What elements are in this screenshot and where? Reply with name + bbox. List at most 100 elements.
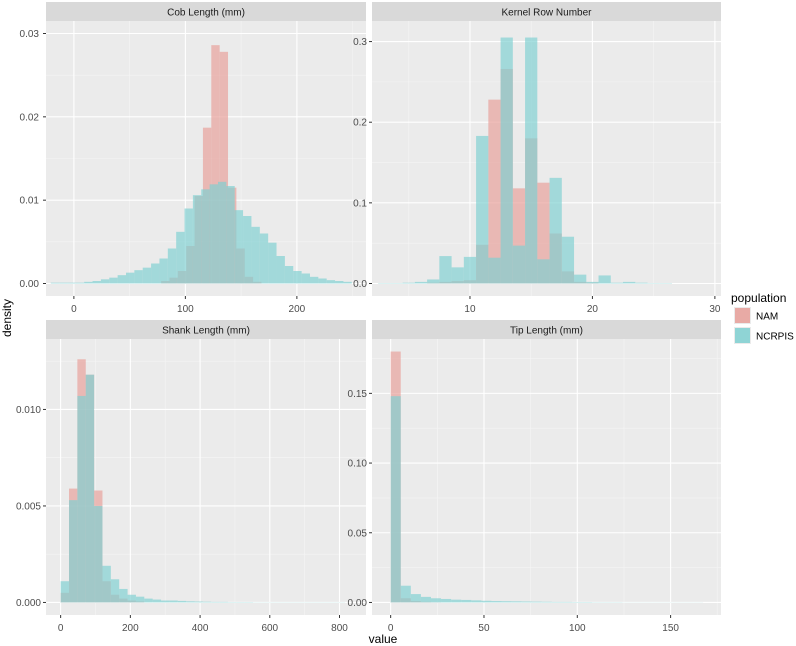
histogram-bar-ncrpis bbox=[134, 270, 143, 284]
histogram-bar-ncrpis bbox=[201, 189, 210, 284]
histogram-bar-ncrpis bbox=[126, 272, 135, 284]
xtick-label: 400 bbox=[192, 623, 209, 634]
strip-title-shank-length: Shank Length (mm) bbox=[162, 326, 250, 337]
histogram-bar-ncrpis bbox=[194, 601, 203, 603]
histogram-bar-ncrpis bbox=[400, 585, 411, 603]
histogram-bar-nam bbox=[219, 51, 229, 284]
histogram-bar-ncrpis bbox=[209, 184, 218, 284]
histogram-bar-ncrpis bbox=[50, 282, 60, 284]
ytick-label: 0.010 bbox=[16, 405, 41, 416]
histogram-bar-ncrpis bbox=[59, 282, 68, 284]
histogram-bar-ncrpis bbox=[159, 258, 168, 284]
histogram-bar-ncrpis bbox=[420, 596, 431, 603]
legend-label-nam: NAM bbox=[756, 312, 778, 323]
histogram-bar-ncrpis bbox=[414, 281, 428, 284]
xtick-label: 0 bbox=[71, 304, 77, 315]
histogram-bar-ncrpis bbox=[427, 279, 440, 284]
xtick-label: 0 bbox=[388, 623, 394, 634]
histogram-bar-ncrpis bbox=[177, 600, 187, 603]
xaxis-tip-length: 0 50 100 150 bbox=[388, 615, 679, 634]
histogram-bar-ncrpis bbox=[451, 267, 464, 284]
histogram-bar-ncrpis bbox=[268, 242, 277, 284]
histogram-bar-ncrpis bbox=[598, 275, 611, 284]
histogram-bar-ncrpis bbox=[390, 396, 401, 603]
ytick-label: 0.05 bbox=[348, 528, 368, 539]
panel-tip-length: Tip Length (mm) 0 50 100 150 0.00 0.05 0… bbox=[348, 320, 721, 634]
histogram-bar-ncrpis bbox=[60, 581, 70, 603]
panel-shank-length: Shank Length (mm) 0 200 400 600 800 0.00… bbox=[16, 320, 366, 634]
histogram-bar-ncrpis bbox=[184, 208, 193, 284]
ytick-label: 0.3 bbox=[353, 37, 367, 48]
strip-shank-length bbox=[46, 320, 366, 339]
yaxis-tip-length: 0.00 0.05 0.10 0.15 bbox=[348, 389, 372, 609]
yaxis-cob-length: 0.00 0.01 0.02 0.03 bbox=[20, 29, 46, 290]
ytick-label: 0.10 bbox=[348, 459, 368, 470]
strip-tip-length bbox=[372, 320, 721, 339]
histogram-bar-ncrpis bbox=[84, 281, 93, 284]
histogram-bar-ncrpis bbox=[531, 601, 542, 603]
ytick-label: 0.01 bbox=[20, 196, 40, 207]
strip-title-tip-length: Tip Length (mm) bbox=[510, 326, 583, 337]
histogram-bar-ncrpis bbox=[451, 599, 462, 603]
histogram-bar-ncrpis bbox=[501, 601, 512, 603]
histogram-bar-ncrpis bbox=[476, 135, 489, 284]
strip-title-cob-length: Cob Length (mm) bbox=[167, 8, 245, 19]
histogram-bar-ncrpis bbox=[243, 216, 252, 284]
histogram-bar-ncrpis bbox=[551, 601, 562, 603]
histogram-bar-ncrpis bbox=[75, 282, 85, 284]
histogram-bar-ncrpis bbox=[512, 245, 526, 284]
histogram-bar-ncrpis bbox=[439, 256, 452, 284]
histogram-bar-nam bbox=[211, 45, 220, 284]
histogram-bar-ncrpis bbox=[234, 210, 244, 284]
histogram-bar-ncrpis bbox=[109, 277, 118, 284]
histogram-bar-nam bbox=[488, 99, 501, 284]
histogram-bar-ncrpis bbox=[481, 600, 492, 603]
histogram-bar-ncrpis bbox=[549, 177, 562, 284]
ytick-label: 0.2 bbox=[353, 118, 367, 129]
histogram-bar-ncrpis bbox=[301, 273, 310, 284]
histogram-bar-ncrpis bbox=[635, 282, 648, 284]
histogram-bar-ncrpis bbox=[202, 601, 212, 603]
yaxis-kernel-row-number: 0.0 0.1 0.2 0.3 bbox=[353, 37, 372, 290]
histogram-bar-ncrpis bbox=[85, 374, 95, 603]
xtick-label: 50 bbox=[478, 623, 490, 634]
xtick-label: 200 bbox=[289, 304, 306, 315]
histogram-bar-ncrpis bbox=[142, 267, 152, 284]
histogram-bar-ncrpis bbox=[586, 281, 599, 284]
histogram-bar-ncrpis bbox=[471, 600, 482, 603]
histogram-bar-ncrpis bbox=[511, 601, 522, 603]
histogram-bar-ncrpis bbox=[67, 282, 76, 284]
xtick-label: 30 bbox=[709, 304, 721, 315]
histogram-bar-ncrpis bbox=[463, 256, 477, 284]
bars-tip-length bbox=[390, 351, 704, 603]
histogram-bar-ncrpis bbox=[525, 37, 538, 284]
histogram-bar-ncrpis bbox=[110, 579, 120, 603]
xtick-label: 150 bbox=[662, 623, 679, 634]
histogram-bar-ncrpis bbox=[169, 600, 178, 603]
strip-title-kernel-row-number: Kernel Row Number bbox=[501, 8, 592, 19]
histogram-bar-ncrpis bbox=[276, 256, 285, 284]
ytick-label: 0.03 bbox=[20, 29, 40, 40]
legend-swatch-nam bbox=[735, 308, 750, 323]
histogram-bar-ncrpis bbox=[402, 282, 415, 284]
x-axis-title: value bbox=[369, 632, 398, 646]
histogram-bar-ncrpis bbox=[167, 248, 177, 284]
histogram-bar-ncrpis bbox=[318, 278, 327, 284]
histogram-bar-ncrpis bbox=[119, 588, 128, 603]
histogram-bar-ncrpis bbox=[77, 395, 86, 603]
histogram-bar-ncrpis bbox=[623, 281, 636, 284]
histogram-bar-ncrpis bbox=[217, 181, 227, 284]
xtick-label: 100 bbox=[569, 623, 586, 634]
histogram-bar-ncrpis bbox=[461, 599, 472, 603]
histogram-bar-ncrpis bbox=[186, 601, 195, 603]
xtick-label: 0 bbox=[58, 623, 64, 634]
ytick-label: 0.0 bbox=[353, 279, 367, 290]
histogram-bar-ncrpis bbox=[259, 233, 269, 284]
histogram-bar-ncrpis bbox=[117, 275, 126, 284]
legend: population NAM NCRPIS bbox=[731, 291, 794, 344]
xtick-label: 200 bbox=[122, 623, 139, 634]
histogram-bar-ncrpis bbox=[430, 598, 442, 603]
histogram-bar-ncrpis bbox=[284, 266, 294, 284]
histogram-bar-nam bbox=[537, 182, 550, 284]
